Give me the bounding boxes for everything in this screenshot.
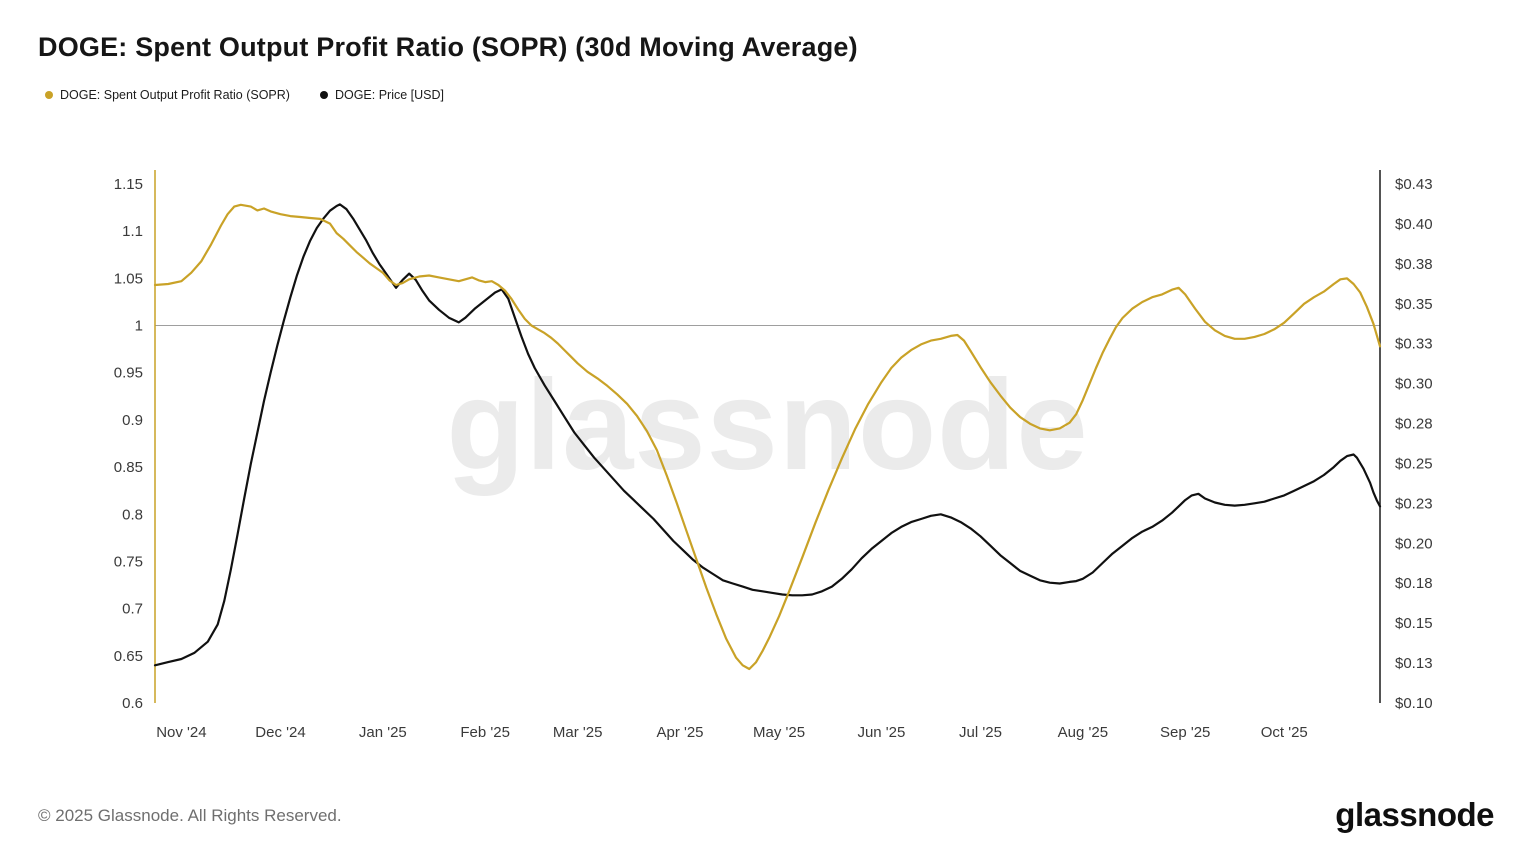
left-axis-tick-label: 0.85	[114, 459, 143, 476]
sopr-line	[153, 203, 1382, 671]
x-axis-tick-label: May '25	[753, 724, 805, 741]
right-axis-tick-label: $0.25	[1395, 455, 1433, 472]
x-axis-tick-label: Jan '25	[359, 724, 407, 741]
glassnode-watermark: glassnode	[446, 354, 1089, 497]
x-axis-tick-label: Dec '24	[255, 724, 305, 741]
sopr-series-swatch-icon	[45, 91, 53, 99]
right-axis-tick-label: $0.35	[1395, 296, 1433, 313]
right-axis-tick-label: $0.23	[1395, 495, 1433, 512]
right-axis-tick-label: $0.15	[1395, 615, 1433, 632]
left-axis-tick-label: 1.05	[114, 270, 143, 287]
right-axis-tick-label: $0.33	[1395, 336, 1433, 353]
copyright-text: © 2025 Glassnode. All Rights Reserved.	[38, 806, 342, 825]
x-axis-tick-label: Mar '25	[553, 724, 603, 741]
glassnode-logo: glassnode	[1335, 796, 1494, 833]
left-axis-tick-label: 0.95	[114, 365, 143, 382]
legend-item-price[interactable]: DOGE: Price [USD]	[319, 88, 444, 102]
x-axis-tick-label: Nov '24	[156, 724, 206, 741]
left-axis-tick-label: 1	[135, 318, 143, 335]
left-axis-tick-label: 1.1	[122, 223, 143, 240]
left-axis-tick-label: 0.7	[122, 601, 143, 618]
x-axis-tick-label: Apr '25	[656, 724, 703, 741]
legend-item-sopr[interactable]: DOGE: Spent Output Profit Ratio (SOPR)	[45, 88, 290, 102]
right-axis-tick-label: $0.28	[1395, 416, 1433, 433]
x-axis-tick-label: Oct '25	[1261, 724, 1308, 741]
right-axis-tick-label: $0.40	[1395, 216, 1433, 233]
x-axis-tick-label: Jul '25	[959, 724, 1002, 741]
x-axis-tick-label: Feb '25	[460, 724, 510, 741]
x-axis-tick-label: Jun '25	[857, 724, 905, 741]
left-axis-tick-label: 0.65	[114, 648, 143, 665]
right-axis-tick-label: $0.30	[1395, 376, 1433, 393]
right-axis-tick-label: $0.10	[1395, 695, 1433, 712]
right-axis-tick-label: $0.20	[1395, 535, 1433, 552]
price-line	[153, 203, 1382, 667]
price-series-swatch-icon	[319, 91, 328, 99]
page-title: DOGE: Spent Output Profit Ratio (SOPR) (…	[38, 32, 858, 62]
x-axis-tick-label: Sep '25	[1160, 724, 1210, 741]
left-axis-tick-label: 0.6	[122, 695, 143, 712]
left-axis-tick-label: 0.75	[114, 553, 143, 570]
legend-label-sopr: DOGE: Spent Output Profit Ratio (SOPR)	[60, 88, 290, 102]
left-axis-tick-label: 1.15	[114, 176, 143, 193]
right-axis-tick-label: $0.38	[1395, 256, 1433, 273]
left-axis-tick-label: 0.9	[122, 412, 143, 429]
x-axis-tick-label: Aug '25	[1058, 724, 1108, 741]
left-axis-tick-label: 0.8	[122, 506, 143, 523]
legend-label-price: DOGE: Price [USD]	[334, 88, 444, 102]
legend: DOGE: Spent Output Profit Ratio (SOPR) D…	[45, 88, 444, 102]
right-axis-tick-label: $0.18	[1395, 575, 1433, 592]
right-axis-tick-label: $0.13	[1395, 655, 1433, 672]
right-axis-tick-label: $0.43	[1395, 176, 1433, 193]
